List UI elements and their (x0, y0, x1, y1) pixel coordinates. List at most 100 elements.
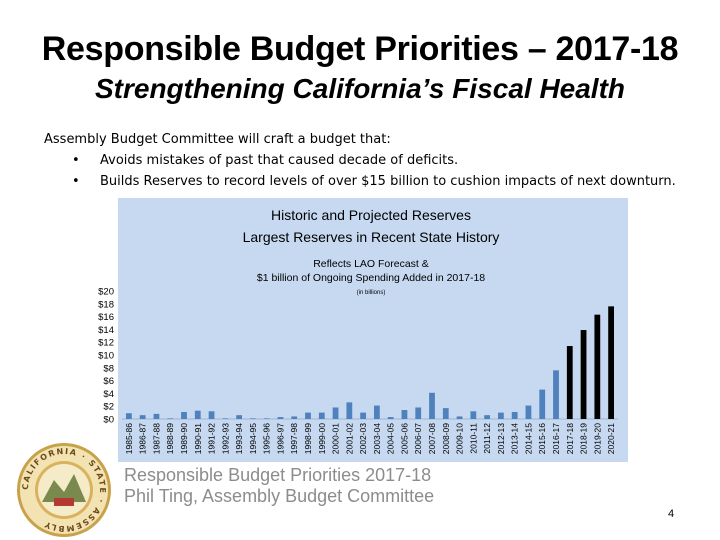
footer-line1: Responsible Budget Priorities 2017-18 (124, 465, 432, 485)
chart-title-line1: Historic and Projected Reserves (271, 207, 471, 223)
x-tick-label: 2005-06 (399, 423, 409, 454)
bar (470, 411, 477, 419)
x-tick-label: 2013-14 (510, 423, 520, 454)
bullet-text: Builds Reserves to record levels of over… (100, 174, 676, 189)
bar (566, 346, 573, 419)
bar (249, 418, 256, 419)
x-tick-label: 2011-12 (482, 423, 492, 454)
bullet-item: • Avoids mistakes of past that caused dec… (72, 153, 676, 174)
bar (511, 411, 518, 419)
bar (332, 407, 339, 419)
x-tick-label: 2007-08 (427, 423, 437, 454)
bar (360, 412, 367, 419)
bar (222, 418, 229, 419)
x-tick-label: 2016-17 (551, 423, 561, 454)
bar (553, 370, 559, 419)
x-tick-label: 1994-95 (248, 423, 258, 454)
bullet-item: • Builds Reserves to record levels of ove… (72, 174, 676, 195)
chart-unit-label: (in billions) (357, 290, 386, 296)
x-tick-label: 1987-88 (151, 423, 161, 454)
chart-title-line2: Largest Reserves in Recent State History (243, 229, 500, 245)
x-tick-label: 2018-19 (579, 423, 589, 454)
intro-text: Assembly Budget Committee will craft a b… (44, 132, 391, 147)
footer: Responsible Budget Priorities 2017-18 Ph… (124, 465, 434, 507)
x-tick-label: 1985-86 (124, 423, 134, 454)
x-tick-label: 2002-03 (358, 423, 368, 454)
bar (415, 407, 422, 419)
x-tick-label: 1989-90 (179, 423, 189, 454)
slide-subtitle: Strengthening California’s Fiscal Health (94, 73, 626, 104)
bullet-text: Avoids mistakes of past that caused deca… (100, 153, 459, 168)
x-tick-label: 1996-97 (275, 423, 285, 454)
x-tick-label: 2004-05 (386, 423, 396, 454)
x-tick-label: 2012-13 (496, 423, 506, 454)
x-tick-label: 2001-02 (344, 423, 354, 454)
bullet-dot-icon: • (72, 174, 80, 189)
bar (346, 402, 353, 419)
bar (497, 412, 504, 419)
y-tick-label: $18 (98, 299, 114, 310)
bar (277, 417, 284, 419)
x-tick-label: 2015-16 (537, 423, 547, 454)
x-tick-label: 1993-94 (234, 423, 244, 454)
bar (373, 405, 380, 419)
bar (456, 416, 463, 419)
footer-line2: Phil Ting, Assembly Budget Committee (124, 486, 435, 506)
bar (139, 415, 146, 419)
bar (484, 415, 491, 419)
y-tick-label: $16 (98, 312, 114, 323)
x-tick-label: 2019-20 (592, 423, 602, 454)
x-tick-label: 2014-15 (523, 423, 533, 454)
bullet-list: • Avoids mistakes of past that caused dec… (72, 153, 676, 195)
bar (442, 408, 449, 419)
x-tick-label: 1990-91 (193, 423, 203, 454)
x-tick-label: 1997-98 (289, 423, 299, 454)
x-tick-label: 2017-18 (565, 423, 575, 454)
x-tick-label: 1999-00 (317, 423, 327, 454)
bar (194, 410, 201, 419)
bar (181, 411, 187, 419)
bar (125, 413, 132, 419)
y-tick-label: $4 (103, 389, 114, 400)
slide-title: Responsible Budget Priorities – 2017-18 (41, 30, 679, 68)
x-tick-label: 1988-89 (165, 423, 175, 454)
bullet-dot-icon: • (72, 153, 80, 168)
chart-annotation-line2: $1 billion of Ongoing Spending Added in … (257, 272, 485, 284)
y-tick-label: $6 (103, 376, 114, 387)
bar (401, 410, 408, 419)
x-tick-label: 1992-93 (220, 423, 230, 454)
bar (539, 389, 546, 419)
bar (153, 413, 160, 419)
bar (525, 405, 532, 419)
y-tick-label: $10 (98, 351, 114, 362)
x-tick-label: 2000-01 (331, 423, 341, 454)
bar (263, 418, 270, 419)
bar (305, 412, 311, 419)
bar (208, 411, 215, 419)
page-number: 4 (668, 508, 675, 520)
x-tick-label: 2006-07 (413, 423, 423, 454)
x-tick-label: 1986-87 (138, 423, 148, 454)
bar (318, 412, 325, 419)
x-tick-label: 2020-21 (606, 423, 616, 454)
x-tick-label: 1995-96 (262, 423, 272, 454)
x-tick-label: 1991-92 (207, 423, 217, 454)
y-tick-label: $8 (103, 363, 114, 374)
y-tick-label: $2 (103, 402, 114, 413)
y-tick-label: $0 (103, 415, 114, 426)
y-tick-label: $20 (98, 287, 114, 298)
chart-container: Historic and Projected Reserves Largest … (98, 198, 628, 462)
x-tick-label: 2008-09 (441, 423, 451, 454)
bar (236, 415, 243, 419)
reserves-chart: Historic and Projected Reserves Largest … (98, 207, 618, 454)
bar (291, 416, 298, 419)
x-tick-label: 2010-11 (468, 423, 478, 454)
y-tick-label: $14 (98, 325, 114, 336)
bar (608, 306, 615, 419)
bar (387, 417, 394, 419)
x-tick-label: 1998-99 (303, 423, 313, 454)
bar (594, 314, 601, 419)
x-tick-label: 2009-10 (455, 423, 465, 454)
bar (429, 392, 435, 419)
bar (580, 330, 587, 419)
